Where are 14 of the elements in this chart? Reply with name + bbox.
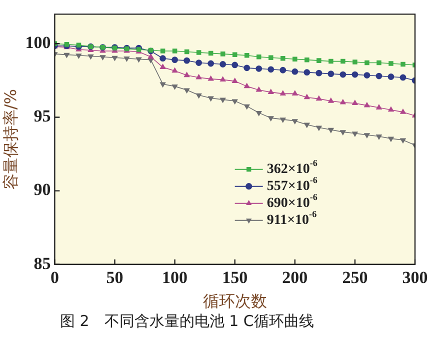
x-axis-title: 循环次数 [202, 292, 267, 311]
y-tick-label: 90 [34, 180, 51, 200]
y-tick-label: 85 [34, 254, 51, 273]
caption: 图 2 不同含水量的电池 1 C循环曲线 [59, 312, 315, 331]
y-axis-title: 容量保持率/% [0, 89, 20, 190]
x-tick-label: 0 [50, 268, 59, 287]
y-tick-label: 95 [34, 106, 51, 126]
x-tick-label: 100 [162, 268, 188, 287]
x-tick-label: 150 [222, 268, 248, 287]
x-tick-label: 250 [342, 268, 368, 287]
x-tick-label: 50 [106, 268, 124, 287]
x-tick-label: 300 [402, 268, 428, 287]
y-tick-label: 100 [25, 33, 51, 52]
x-tick-label: 200 [282, 268, 308, 287]
